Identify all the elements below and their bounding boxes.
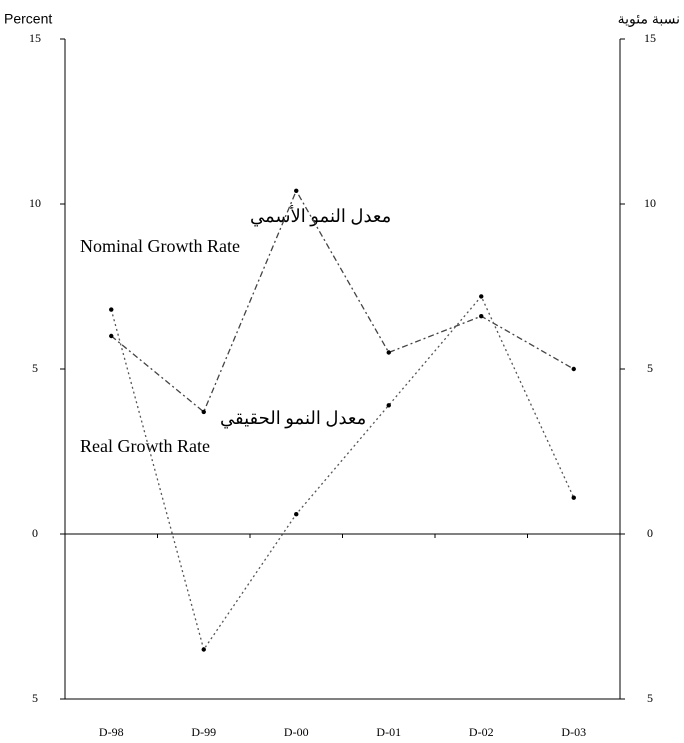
data-point	[479, 294, 484, 299]
data-point	[479, 314, 484, 319]
y-tick-label: 5	[647, 361, 653, 375]
data-point	[109, 333, 114, 339]
x-tick-label: D-02	[469, 725, 494, 739]
data-point	[109, 307, 114, 312]
x-tick-label: D-03	[561, 725, 586, 739]
y-tick-label: 5	[647, 691, 653, 705]
series-label: Nominal Growth Rate	[80, 236, 240, 256]
x-tick-label: D-01	[376, 725, 401, 739]
data-point	[386, 403, 391, 408]
y-tick-label: 15	[29, 31, 41, 45]
series-line	[110, 295, 575, 652]
annotation-ar: معدل النمو الحقيقي	[220, 408, 366, 429]
y-tick-label: 0	[32, 526, 38, 540]
data-point	[386, 350, 391, 355]
data-point	[571, 495, 576, 500]
y-tick-label: 10	[644, 196, 656, 210]
data-point	[201, 409, 206, 415]
y-axis-label-left: Percent	[4, 11, 52, 27]
series-line	[110, 189, 575, 413]
y-tick-label: 5	[32, 361, 38, 375]
annotation-ar: معدل النمو الأسمي	[250, 204, 391, 227]
y-tick-label: 10	[29, 196, 41, 210]
y-axis-label-right: نسبة مئوية	[618, 11, 680, 28]
data-point	[201, 647, 206, 652]
x-tick-label: D-00	[284, 725, 309, 739]
x-tick-label: D-99	[191, 725, 216, 739]
data-point	[294, 512, 299, 517]
y-tick-label: 0	[647, 526, 653, 540]
data-point	[571, 366, 576, 372]
data-point	[294, 188, 299, 193]
x-tick-label: D-98	[99, 725, 124, 739]
y-tick-label: 15	[644, 31, 656, 45]
series-label: Real Growth Rate	[80, 436, 210, 456]
y-tick-label: 5	[32, 691, 38, 705]
